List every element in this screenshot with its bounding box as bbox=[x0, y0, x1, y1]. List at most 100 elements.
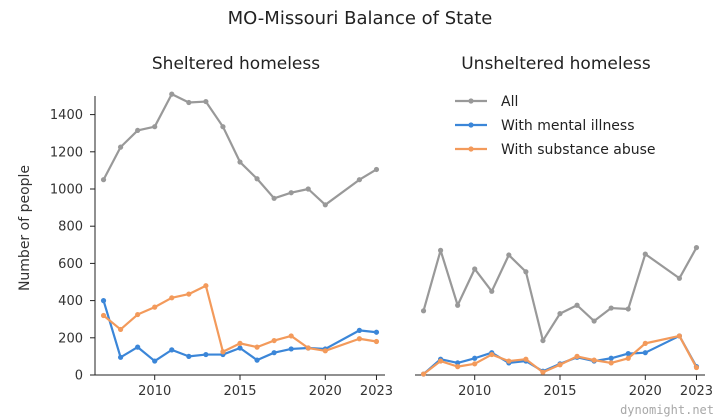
data-point-all bbox=[472, 266, 478, 272]
series-line-all-right bbox=[422, 247, 698, 342]
x-tick-label: 2015 bbox=[543, 384, 576, 399]
data-point-all bbox=[100, 177, 107, 183]
series-line-with-substance-abuse-right bbox=[422, 334, 698, 375]
legend-label-all: All bbox=[501, 94, 518, 110]
series-line-with-substance-abuse-left bbox=[102, 284, 377, 353]
data-point-with-substance-abuse bbox=[169, 295, 175, 301]
data-point-all bbox=[169, 91, 175, 97]
data-point-with-mental-illness bbox=[237, 345, 243, 351]
y-tick-label: 600 bbox=[58, 257, 83, 272]
data-point-all bbox=[135, 127, 141, 134]
data-point-with-substance-abuse bbox=[203, 283, 209, 289]
data-point-with-mental-illness bbox=[373, 329, 380, 335]
data-point-with-mental-illness bbox=[625, 351, 631, 357]
data-point-all bbox=[237, 159, 243, 165]
data-point-with-substance-abuse bbox=[693, 364, 700, 371]
x-tick-label: 2020 bbox=[309, 384, 342, 399]
data-point-with-substance-abuse bbox=[608, 360, 614, 366]
data-point-all bbox=[271, 195, 277, 201]
data-point-all bbox=[540, 337, 546, 344]
data-point-with-substance-abuse bbox=[288, 333, 294, 339]
data-point-with-substance-abuse bbox=[625, 355, 631, 361]
data-point-all bbox=[437, 247, 444, 253]
panel-right: 2010 2015 2020 2023 bbox=[415, 244, 713, 399]
data-point-with-substance-abuse bbox=[117, 326, 124, 333]
data-point-with-substance-abuse bbox=[591, 357, 597, 363]
y-tick-label: 1000 bbox=[50, 183, 83, 198]
data-point-all bbox=[506, 252, 512, 258]
x-tick-label: 2020 bbox=[629, 384, 662, 399]
data-point-all bbox=[676, 275, 683, 281]
data-point-all bbox=[591, 318, 597, 324]
data-point-with-substance-abuse bbox=[455, 364, 461, 370]
y-tick-label: 200 bbox=[58, 331, 83, 346]
data-point-all bbox=[152, 124, 158, 130]
data-point-with-mental-illness bbox=[254, 357, 260, 363]
data-point-with-substance-abuse bbox=[254, 344, 260, 350]
data-point-with-mental-illness bbox=[271, 350, 277, 356]
data-point-all bbox=[305, 186, 311, 192]
data-point-all bbox=[608, 305, 614, 311]
legend: All With mental illness With substance abu… bbox=[455, 94, 656, 158]
data-point-all bbox=[420, 308, 427, 314]
data-point-with-mental-illness bbox=[203, 351, 209, 358]
data-point-all bbox=[186, 99, 192, 106]
data-point-all bbox=[523, 269, 529, 275]
panel-left: 2010 2015 2020 2023 0 200 400 600 800 1000 1200 140… bbox=[50, 91, 393, 399]
data-point-all bbox=[489, 288, 495, 294]
data-point-with-substance-abuse bbox=[437, 358, 444, 364]
data-point-with-substance-abuse bbox=[420, 371, 427, 377]
data-point-with-substance-abuse bbox=[135, 311, 141, 318]
data-point-with-mental-illness bbox=[152, 358, 158, 364]
data-point-with-substance-abuse bbox=[506, 358, 512, 364]
data-point-with-substance-abuse bbox=[100, 312, 107, 319]
data-point-all bbox=[455, 302, 461, 308]
data-point-all bbox=[322, 202, 328, 208]
legend-marker-with-substance-abuse bbox=[468, 146, 474, 152]
data-point-all bbox=[625, 306, 631, 312]
data-point-with-substance-abuse bbox=[676, 333, 683, 339]
data-point-with-mental-illness bbox=[100, 298, 107, 304]
panel-title-left: Sheltered homeless bbox=[152, 54, 320, 74]
data-point-all bbox=[574, 302, 580, 308]
data-point-with-substance-abuse bbox=[523, 356, 529, 362]
data-point-with-substance-abuse bbox=[557, 362, 563, 368]
data-point-with-substance-abuse bbox=[186, 291, 192, 297]
series-line-all-left bbox=[102, 93, 378, 206]
data-point-all bbox=[203, 98, 209, 105]
data-point-with-mental-illness bbox=[117, 354, 124, 360]
y-tick-label: 1400 bbox=[50, 108, 83, 123]
data-point-with-substance-abuse bbox=[540, 369, 546, 375]
data-point-with-mental-illness bbox=[608, 355, 614, 361]
panel-title-right: Unsheltered homeless bbox=[461, 54, 651, 74]
data-point-all bbox=[288, 190, 294, 196]
y-tick-label: 800 bbox=[58, 220, 83, 235]
data-point-with-mental-illness bbox=[169, 347, 175, 353]
data-point-all bbox=[373, 166, 380, 173]
data-point-with-mental-illness bbox=[642, 350, 648, 356]
y-axis-label: Number of people bbox=[17, 165, 33, 291]
data-point-all bbox=[254, 176, 260, 182]
legend-marker-with-mental-illness bbox=[468, 122, 474, 128]
data-point-with-substance-abuse bbox=[305, 345, 311, 351]
data-point-all bbox=[356, 177, 363, 183]
y-tick-label: 400 bbox=[58, 294, 83, 309]
data-point-with-mental-illness bbox=[186, 353, 192, 359]
data-point-with-mental-illness bbox=[356, 327, 363, 333]
legend-marker-all bbox=[468, 98, 474, 104]
x-tick-label: 2010 bbox=[138, 384, 171, 399]
data-point-all bbox=[117, 144, 124, 150]
data-point-with-substance-abuse bbox=[574, 353, 580, 359]
data-point-with-substance-abuse bbox=[237, 340, 243, 346]
chart-title: MO-Missouri Balance of State bbox=[228, 8, 493, 29]
data-point-with-substance-abuse bbox=[152, 304, 158, 310]
y-tick-label: 0 bbox=[75, 369, 83, 384]
data-point-with-substance-abuse bbox=[489, 351, 495, 358]
data-point-with-substance-abuse bbox=[373, 338, 380, 345]
legend-label-with-mental-illness: With mental illness bbox=[501, 118, 635, 134]
data-point-with-substance-abuse bbox=[220, 349, 226, 355]
y-tick-label: 1200 bbox=[50, 145, 83, 160]
x-tick-label: 2023 bbox=[680, 384, 713, 399]
data-point-all bbox=[557, 311, 563, 317]
